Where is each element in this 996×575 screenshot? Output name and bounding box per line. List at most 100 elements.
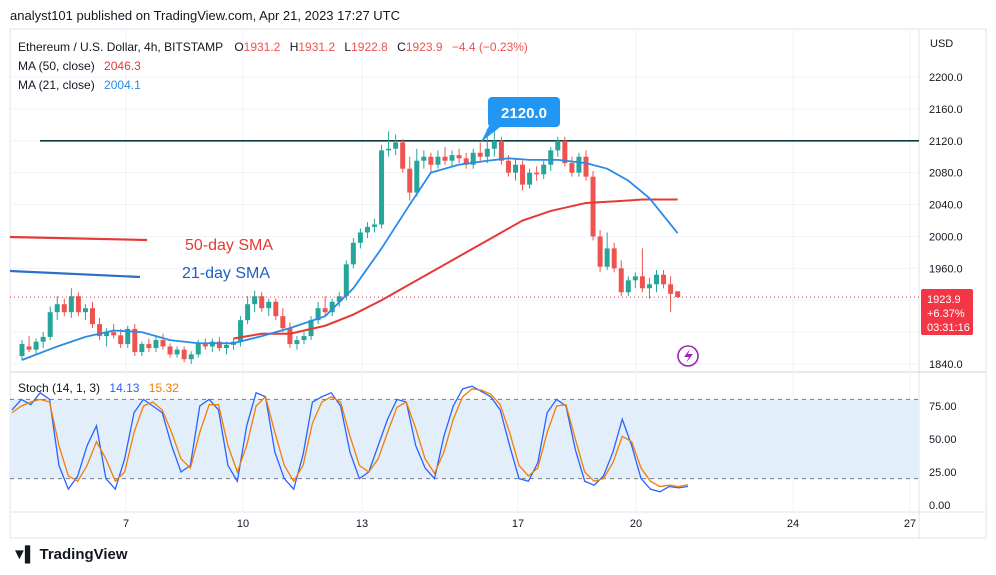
candle-body [75,296,81,313]
candle-body [238,320,244,342]
price-tick-label: 2000.0 [929,231,963,243]
candle-body [174,349,180,355]
candle-body [477,152,483,157]
candle-body [372,224,377,227]
candle-body [336,296,342,302]
candle-body [364,226,370,233]
candle-body [379,150,385,225]
time-tick-label: 10 [237,518,249,530]
legend-o-value: 1931.2 [244,40,281,54]
candle-body [301,336,307,341]
stoch-tick-label: 0.00 [929,500,950,512]
candle-body [329,301,335,313]
candle-body [646,284,652,289]
stoch-lines [11,385,689,493]
candle-body [562,140,568,164]
candle-body [393,142,399,149]
stoch-tick-label: 25.00 [929,467,957,479]
tradingview-logo[interactable]: ▼▌ TradingView [12,546,128,563]
candle-body [97,324,103,337]
candle-body [675,291,681,298]
stoch-tick-label: 50.00 [929,434,957,446]
candle-body [463,158,469,165]
candle-body [611,248,617,269]
candle-body [527,172,533,185]
flash-icon[interactable] [677,345,699,367]
price-tick-label: 2160.0 [929,104,963,116]
candle-body [111,332,117,336]
candle-body [294,340,300,345]
candle-body [569,163,575,173]
time-tick-label: 20 [630,518,642,530]
time-axis[interactable]: 7 10 13 17 20 24 27 [123,518,916,530]
candle-body [456,155,462,159]
candle-body [266,301,272,309]
publisher-line: analyst101 published on TradingView.com,… [10,8,401,23]
candle-body [498,140,504,161]
legend-ma21-line[interactable]: MA (21, close) 2004.1 [18,78,141,92]
price-badge-price: 1923.9 [927,294,961,306]
candle-body [125,328,131,345]
stoch-axis[interactable]: 75.00 50.00 25.00 0.00 [929,401,957,512]
candle-body [160,340,166,347]
candle-body [407,168,413,193]
candle-body [470,152,476,165]
legend-l-value: 1922.8 [351,40,388,54]
candle-body [252,296,258,305]
candle-body [322,308,328,313]
legend-h-label: H [290,40,299,54]
ma-lines [21,157,679,361]
tradingview-logo-icon: ▼▌ [12,546,36,563]
candle-body [639,276,645,289]
stoch-k-line [11,385,689,493]
candle-body [287,328,293,345]
candle-body [357,232,363,243]
legend-symbol-line[interactable]: Ethereum / U.S. Dollar, 4h, BITSTAMP O19… [18,40,528,54]
candle-body [259,296,265,309]
candle-body [68,296,74,313]
candle-body [245,304,251,321]
price-tick-label: 2080.0 [929,168,963,180]
legend-o-label: O [234,40,243,54]
candles [19,128,681,364]
callout-pointer [481,124,504,142]
legend-c-value: 1923.9 [406,40,443,54]
stoch-k-value: 14.13 [109,381,139,395]
candle-body [82,308,88,313]
legend-c-label: C [397,40,406,54]
sma50-annotation-line [9,235,148,242]
candle-body [153,340,159,349]
candle-body [273,301,279,317]
candle-body [435,156,441,165]
candle-body [491,140,497,149]
price-badge-box [921,289,973,335]
legend-ma21-value: 2004.1 [104,78,141,92]
price-axis[interactable]: 2200.0 2160.0 2120.0 2080.0 2040.0 2000.0 1960… [929,72,963,371]
price-axis-currency: USD [930,38,953,50]
candle-body [19,344,25,357]
candle-body [33,341,39,350]
candle-body [428,156,434,165]
candle-body [505,160,511,173]
candle-body [26,346,32,350]
time-tick-label: 27 [904,518,916,530]
candle-body [597,236,603,267]
candle-body [590,176,596,237]
stoch-legend-line[interactable]: Stoch (14, 1, 3) 14.13 15.32 [18,381,179,395]
legend-ma50-line[interactable]: MA (50, close) 2046.3 [18,59,141,73]
price-badge-countdown: 03:31:16 [927,322,970,334]
sma21-annotation-line [9,269,141,279]
candle-body [139,344,145,353]
candle-body [654,274,659,285]
price-callout[interactable]: 2120.0 [481,97,560,142]
candle-body [90,308,95,325]
candle-body [604,248,610,267]
candle-body [618,268,624,293]
candle-body [315,308,321,321]
price-tick-label: 2120.0 [929,136,963,148]
legend-symbol: Ethereum / U.S. Dollar, 4h, BITSTAMP [18,40,223,54]
chart-frame [9,28,987,539]
candle-body [188,354,194,360]
candle-body [625,280,631,293]
